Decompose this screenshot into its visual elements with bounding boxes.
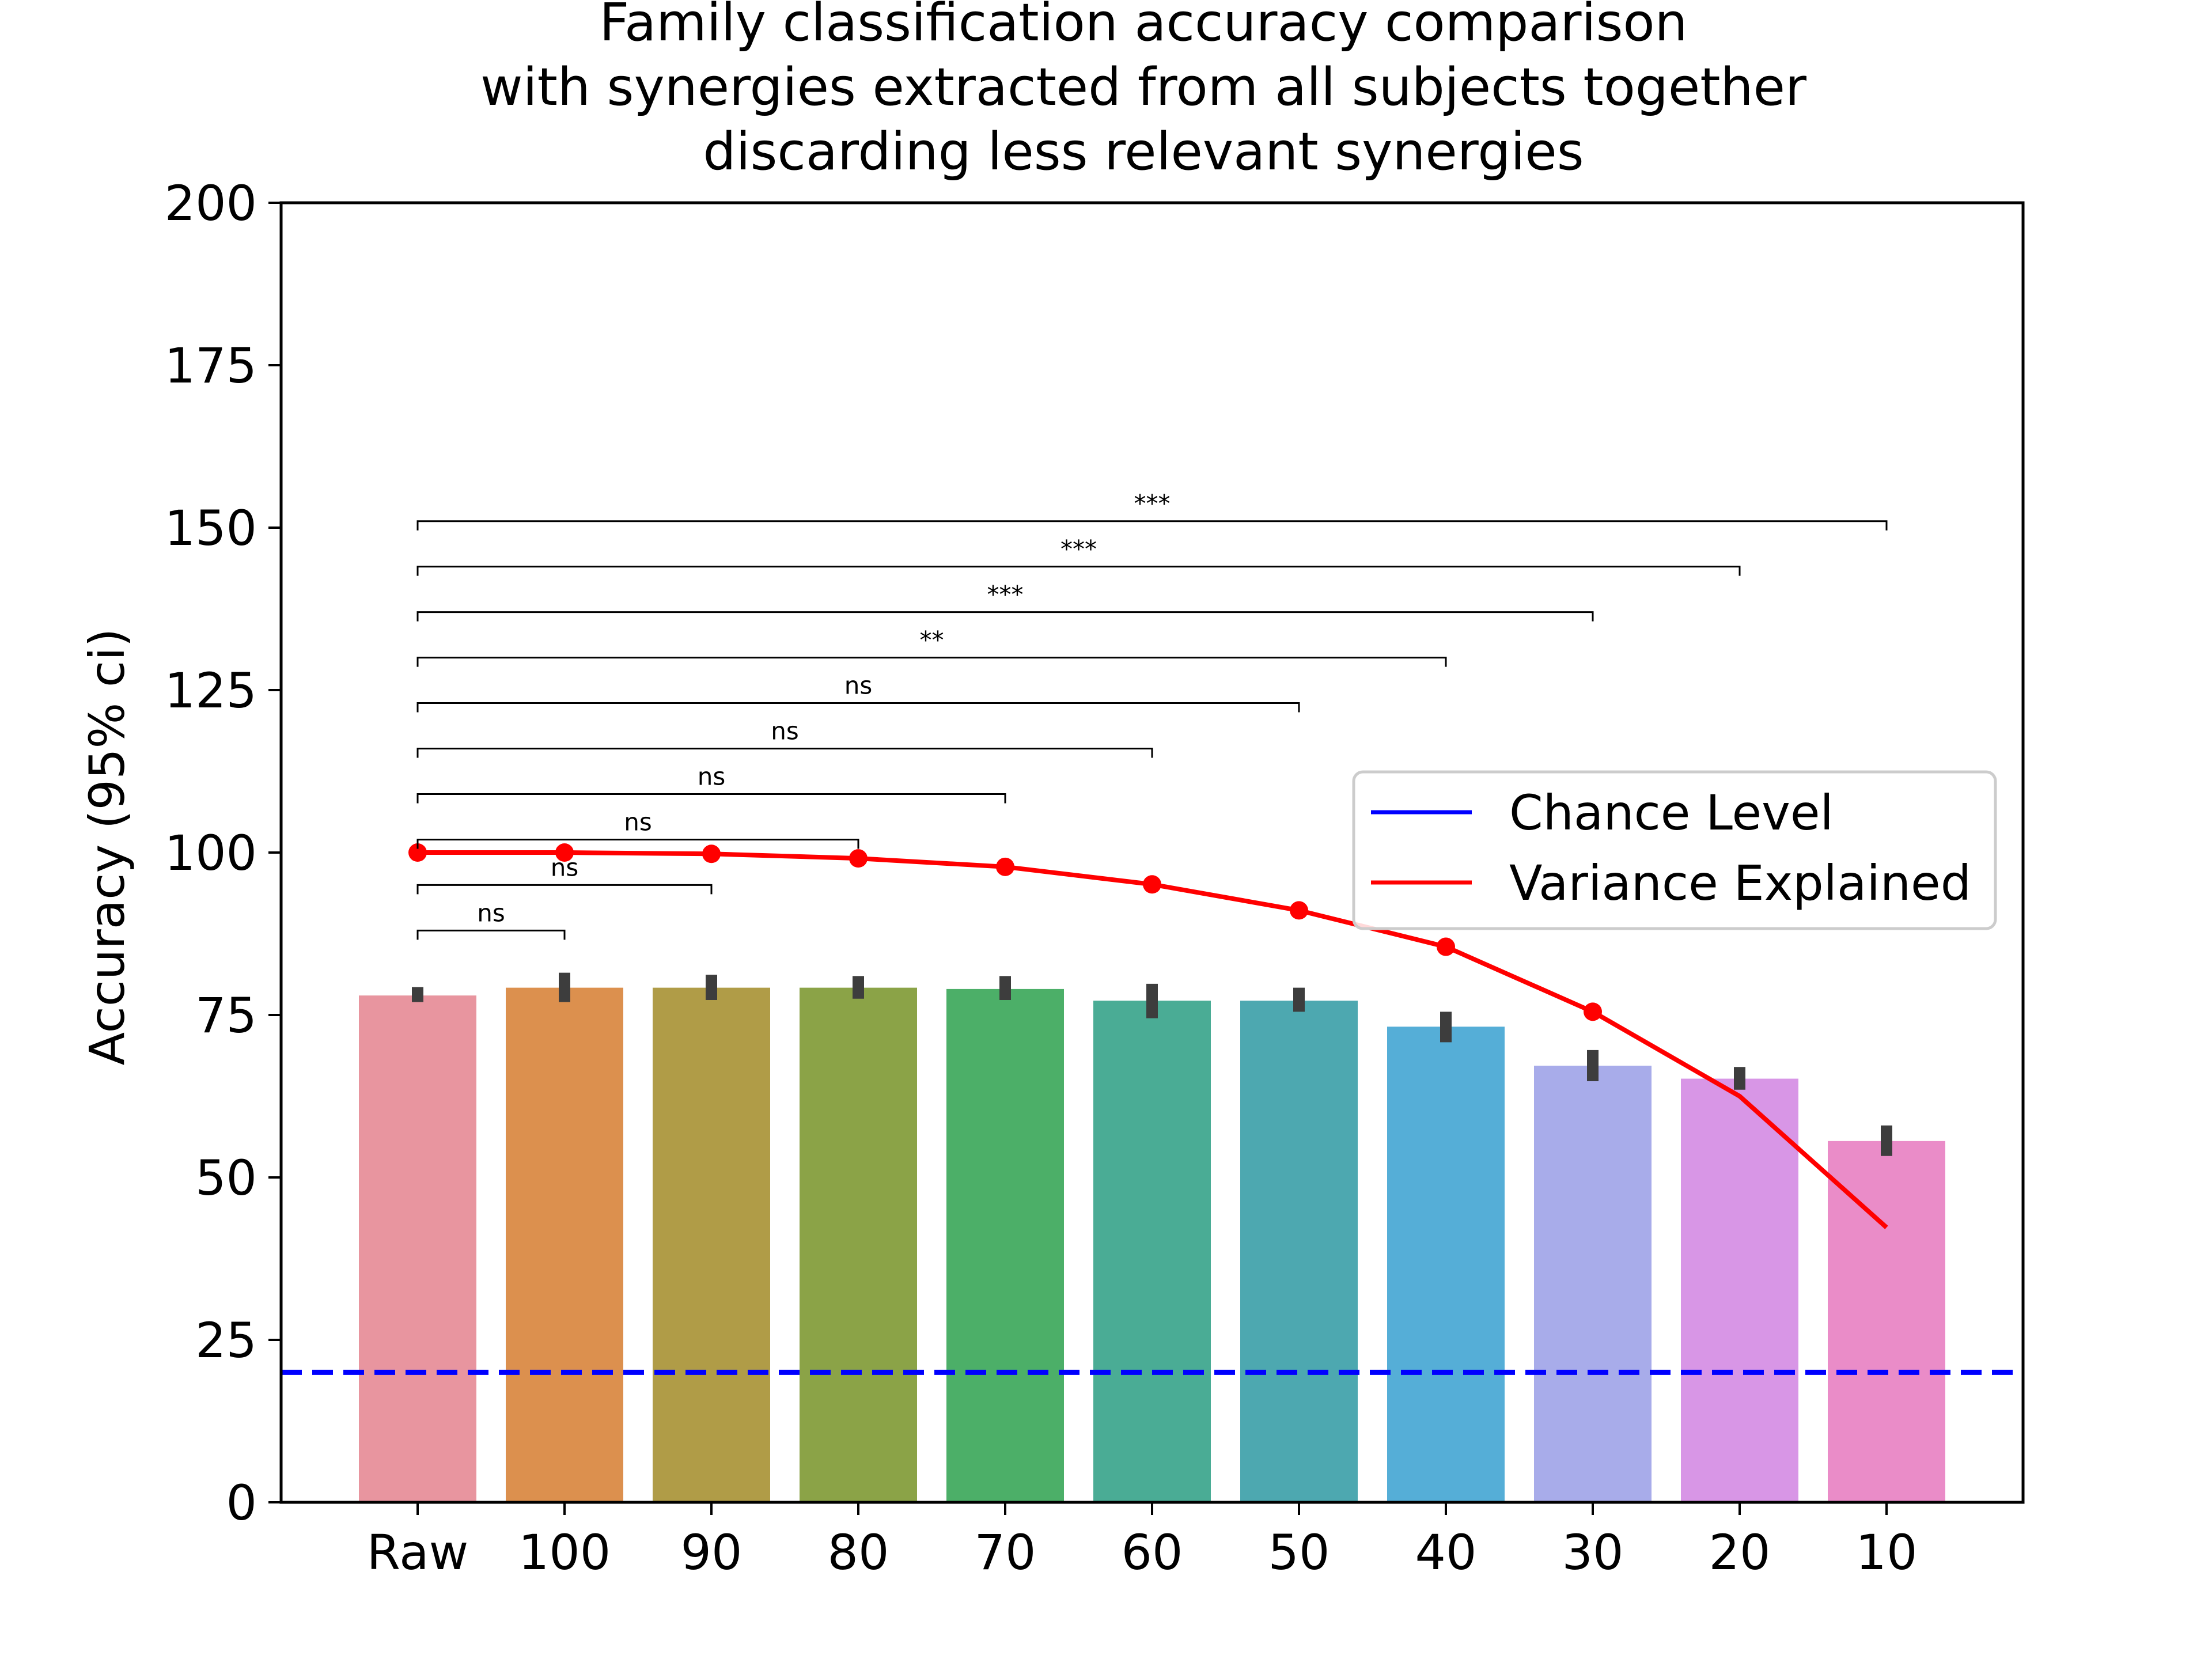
significance-bracket: [416, 566, 1741, 576]
significance-bracket: [416, 657, 1447, 667]
significance-bracket: [416, 520, 1888, 531]
variance-explained-point: [408, 843, 427, 862]
legend: Chance Level Variance Explained: [1352, 770, 1997, 930]
significance-label: ***: [1134, 490, 1171, 518]
y-tick-label: 150: [165, 500, 257, 556]
y-tick-label: 50: [195, 1150, 257, 1206]
significance-label: ns: [551, 853, 579, 881]
bar-40: [1387, 1027, 1505, 1502]
variance-explained-point: [702, 844, 721, 863]
variance-explained-point: [849, 849, 868, 868]
bar-50: [1240, 1001, 1358, 1502]
significance-label: ***: [1060, 535, 1097, 563]
bar-60: [1093, 1001, 1211, 1502]
significance-label: ns: [771, 717, 799, 745]
significance-bracket: [416, 702, 1300, 713]
y-tick-label: 175: [165, 338, 257, 394]
bar-20: [1681, 1078, 1798, 1502]
significance-bracket: [416, 884, 713, 895]
y-tick-label: 25: [195, 1312, 257, 1369]
legend-entry-label: Variance Explained: [1509, 855, 1971, 911]
bar-90: [653, 987, 770, 1502]
x-tick-label: 10: [1856, 1524, 1918, 1581]
variance-explained-point: [555, 843, 574, 862]
x-tick-label: 70: [975, 1524, 1036, 1581]
bar-100: [506, 987, 623, 1502]
significance-bracket: [416, 929, 566, 940]
variance-explained-point: [996, 857, 1014, 876]
y-tick-label: 0: [226, 1475, 257, 1531]
significance-bracket: [416, 611, 1594, 622]
x-tick-label: 40: [1415, 1524, 1477, 1581]
y-axis-label: Accuracy (95% ci): [79, 628, 135, 1066]
bar-10: [1828, 1141, 1945, 1502]
chart-title-line-2: with synergies extracted from all subjec…: [480, 57, 1806, 118]
chart-title-line-3: discarding less relevant synergies: [703, 122, 1584, 182]
y-tick-label: 200: [165, 175, 257, 232]
chart-title: Family classification accuracy compariso…: [480, 0, 1806, 182]
x-tick-label: 20: [1709, 1524, 1771, 1581]
x-tick-label: 50: [1268, 1524, 1330, 1581]
legend-entry-label: Chance Level: [1509, 785, 1834, 841]
variance-explained-point: [1437, 937, 1455, 956]
significance-bracket: [416, 748, 1153, 758]
bar-80: [800, 987, 917, 1502]
x-tick-label: 80: [828, 1524, 889, 1581]
plot-area: nsnsnsnsnsns***********02550751001251501…: [165, 175, 2025, 1581]
variance-explained-point: [1290, 901, 1308, 920]
significance-bracket: [416, 793, 1006, 804]
significance-label: ns: [698, 762, 726, 790]
x-tick-label: Raw: [367, 1524, 469, 1581]
significance-label: ns: [844, 672, 873, 700]
bar-raw: [359, 995, 476, 1502]
significance-label: ns: [624, 808, 652, 836]
bar-30: [1534, 1065, 1652, 1502]
significance-label: ns: [477, 899, 505, 927]
bar-70: [946, 988, 1064, 1502]
y-tick-label: 125: [165, 662, 257, 719]
x-tick-label: 60: [1122, 1524, 1183, 1581]
x-tick-label: 30: [1562, 1524, 1624, 1581]
variance-explained-point: [1143, 875, 1161, 894]
x-tick-label: 100: [518, 1524, 611, 1581]
legend-box: [1352, 770, 1997, 930]
x-tick-label: 90: [681, 1524, 743, 1581]
significance-label: ***: [987, 581, 1024, 609]
y-tick-label: 75: [195, 987, 257, 1044]
variance-explained-point: [1584, 1002, 1602, 1021]
significance-bracket: [416, 838, 859, 849]
y-tick-label: 100: [165, 825, 257, 881]
chart-title-line-1: Family classification accuracy compariso…: [599, 0, 1687, 53]
significance-label: **: [920, 626, 944, 654]
